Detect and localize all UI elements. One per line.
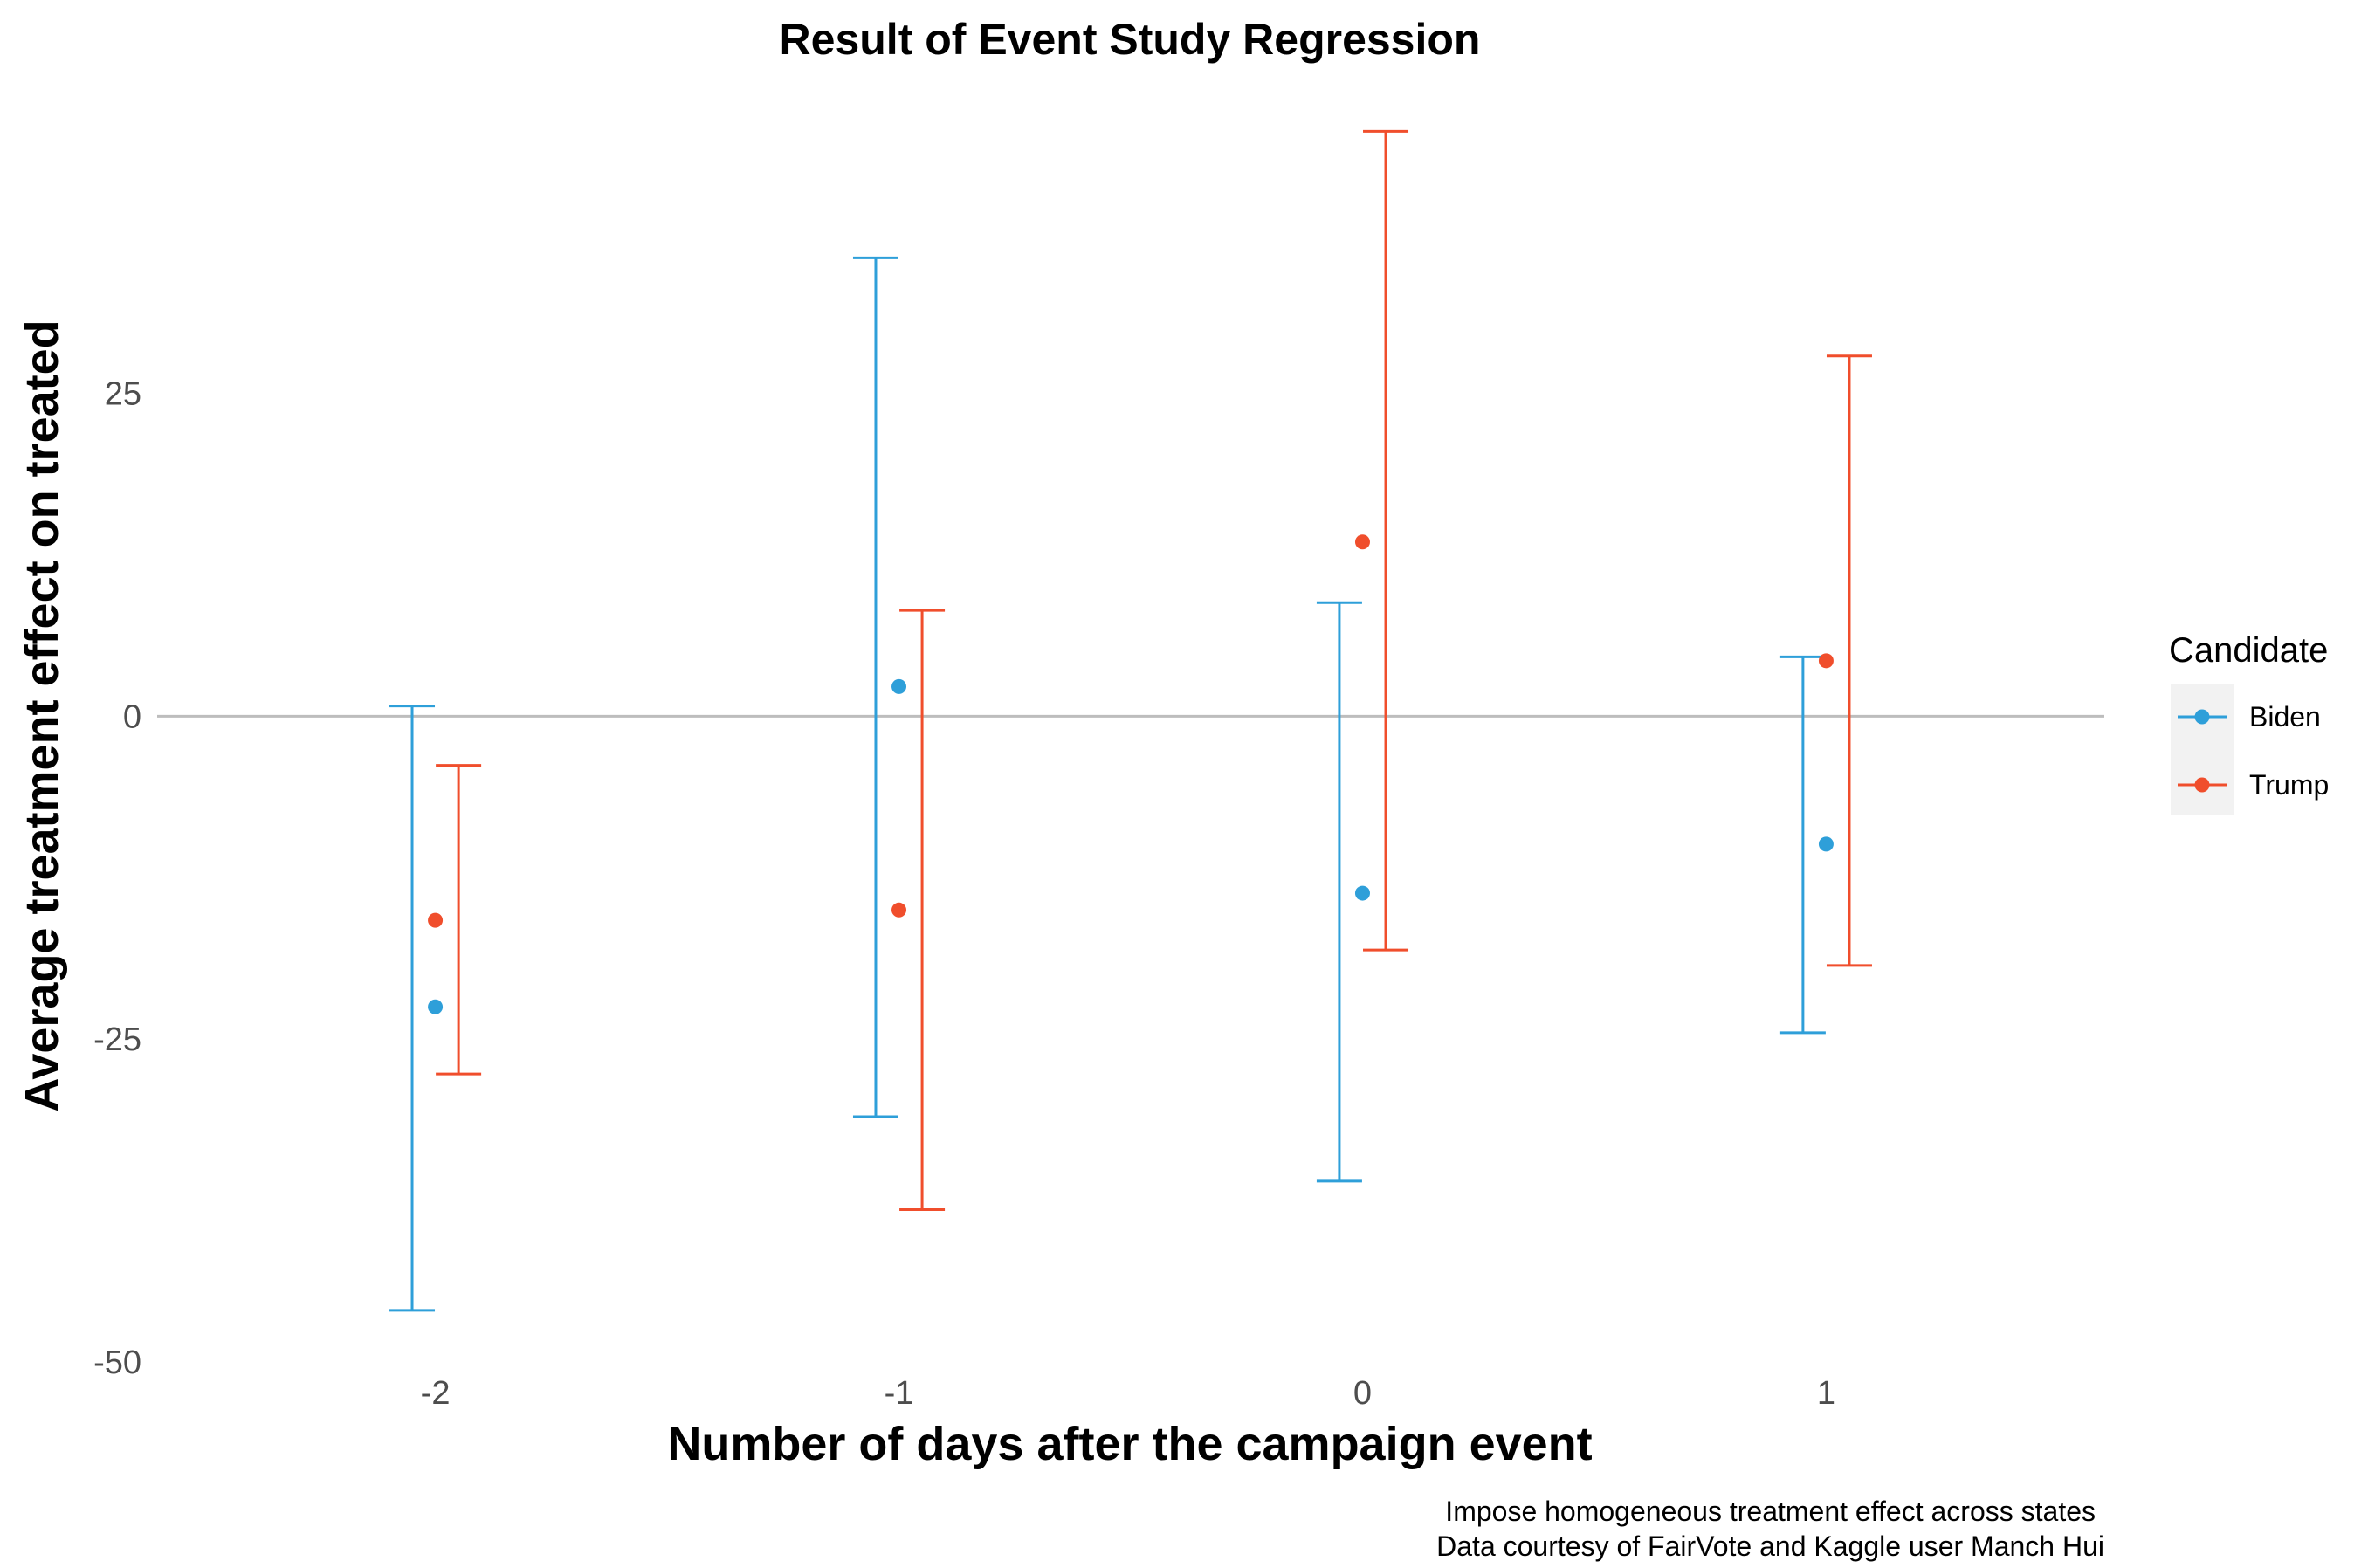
caption: Impose homogeneous treatment effect acro… — [1436, 1496, 2104, 1562]
biden-point — [1354, 885, 1370, 901]
legend-entries: Biden Trump — [2178, 701, 2329, 801]
plot-area — [157, 129, 2104, 1312]
trump-point — [1354, 534, 1370, 550]
legend-label-trump: Trump — [2249, 769, 2329, 801]
biden-point — [1818, 836, 1834, 852]
biden-point — [428, 999, 444, 1014]
x-tick-label: 0 — [1353, 1375, 1372, 1412]
x-tick-label: 1 — [1817, 1375, 1835, 1412]
trump-point — [1818, 653, 1834, 669]
y-tick-label: -25 — [93, 1021, 141, 1058]
y-tick-label: -50 — [93, 1344, 141, 1381]
caption-line-2: Data courtesy of FairVote and Kaggle use… — [1436, 1530, 2104, 1562]
caption-line-1: Impose homogeneous treatment effect acro… — [1445, 1496, 2096, 1527]
legend-key-point-biden — [2194, 709, 2210, 725]
trump-point — [428, 912, 444, 928]
legend-label-biden: Biden — [2249, 701, 2321, 732]
y-tick-label: 25 — [105, 376, 141, 413]
axis-ticks: -50 -25 0 25 -2 -1 0 1 — [93, 376, 1835, 1412]
x-axis-title: Number of days after the campaign event — [667, 1418, 1592, 1470]
legend-key-background — [2171, 684, 2234, 815]
x-tick-label: -2 — [421, 1375, 451, 1412]
biden-point — [891, 678, 907, 694]
legend-key-point-trump — [2194, 777, 2210, 793]
trump-point — [891, 902, 907, 918]
y-axis-title: Average treatment effect on treated — [16, 320, 68, 1111]
legend-title: Candidate — [2169, 631, 2328, 670]
x-tick-label: -1 — [885, 1375, 914, 1412]
y-tick-label: 0 — [123, 698, 141, 735]
legend: Candidate Biden Trump — [2169, 631, 2329, 815]
chart-title: Result of Event Study Regression — [780, 15, 1481, 64]
